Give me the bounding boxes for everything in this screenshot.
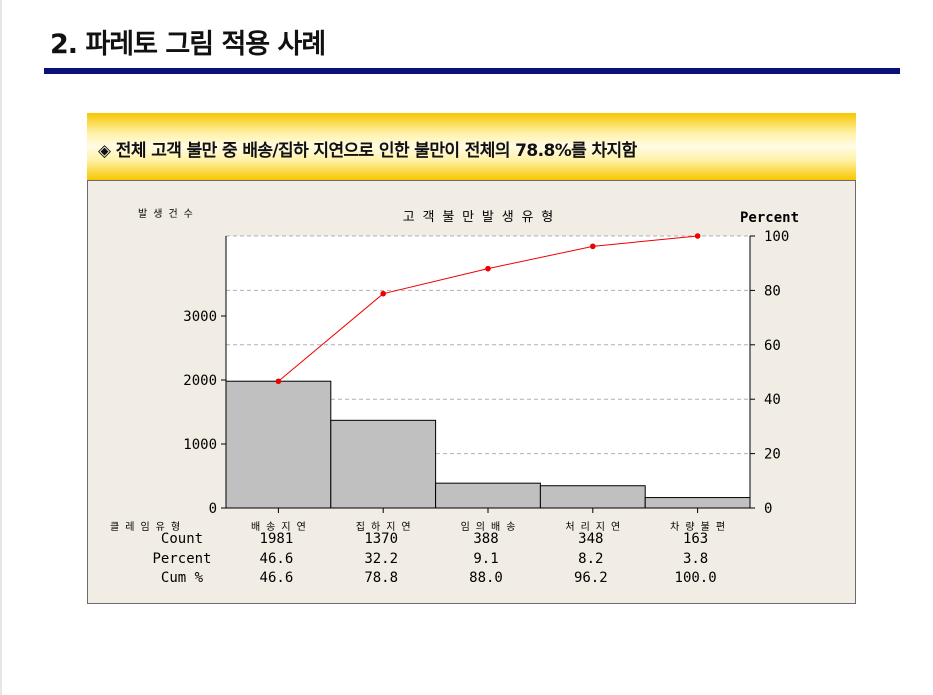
table-cell: 78.8: [364, 570, 398, 586]
right-axis-tick-label: 60: [764, 338, 781, 354]
table-cell: 163: [683, 531, 708, 547]
table-row-label: Percent: [152, 551, 211, 567]
left-edge-rule: [0, 0, 2, 695]
right-axis-tick-label: 100: [764, 229, 789, 245]
right-axis-tick-label: 20: [764, 447, 781, 463]
table-cell: 88.0: [469, 570, 503, 586]
y2-axis-title: Percent: [740, 210, 799, 226]
summary-callout: ◈ 전체 고객 불만 중 배송/집하 지연으로 인한 불만이 전체의 78.8%…: [87, 113, 856, 180]
cumulative-point: [380, 290, 387, 297]
table-cell: 32.2: [364, 551, 398, 567]
table-cell: 3.8: [683, 551, 708, 567]
table-cell: 1370: [364, 531, 398, 547]
cumulative-point: [590, 243, 596, 250]
table-row-label: Count: [161, 531, 203, 547]
cumulative-point: [275, 378, 282, 385]
category-label: 임 의 배 송: [461, 520, 516, 533]
bar: [539, 485, 646, 509]
bar: [435, 482, 541, 509]
y-axis-title: 발 생 건 수: [138, 208, 193, 220]
category-label: 집 하 지 연: [356, 520, 411, 533]
title-underline-bar: [44, 68, 900, 74]
right-axis-tick-label: 40: [764, 392, 781, 408]
table-cell: 8.2: [578, 551, 603, 567]
chart-title: 고 객 불 만 발 생 유 형: [403, 210, 553, 225]
right-axis-tick-label: 0: [764, 501, 772, 517]
table-row-label: Cum %: [161, 570, 204, 586]
table-cell: 9.1: [473, 551, 498, 567]
left-axis-tick-label: 0: [209, 501, 217, 517]
table-cell: 100.0: [675, 570, 717, 586]
pareto-chart-panel: 0 1000 2000 3000 0 20 40 60 80 100 배 송 지 연 집 하 지 연 임…: [87, 180, 856, 604]
left-axis-tick-label: 2000: [183, 373, 217, 389]
table-cell: 348: [578, 531, 603, 547]
cumulative-point: [485, 265, 491, 272]
category-label: 차 량 불 편: [670, 521, 725, 533]
table-cell: 1981: [260, 531, 294, 547]
bar: [330, 419, 437, 509]
table-cell: 46.6: [260, 551, 294, 567]
left-axis-tick-label: 3000: [183, 309, 217, 325]
right-axis-tick-label: 80: [764, 283, 781, 299]
x-axis-title: 클 레 임 유 형: [110, 520, 180, 533]
pareto-chart: 0 1000 2000 3000 0 20 40 60 80 100 배 송 지 연 집 하 지 연 임…: [110, 208, 799, 586]
left-axis-tick-label: 1000: [183, 437, 217, 453]
table-cell: 46.6: [260, 570, 294, 586]
bar: [225, 380, 332, 509]
table-cell: 96.2: [574, 570, 608, 586]
category-label: 처 리 지 연: [565, 521, 620, 533]
slide-title: 2. 파레토 그림 적용 사례: [50, 29, 326, 60]
callout-text: ◈ 전체 고객 불만 중 배송/집하 지연으로 인한 불만이 전체의 78.8%…: [98, 141, 637, 161]
cumulative-point: [694, 233, 701, 239]
table-cell: 388: [473, 531, 498, 547]
category-label: 배 송 지 연: [251, 521, 306, 533]
bar: [644, 497, 751, 509]
